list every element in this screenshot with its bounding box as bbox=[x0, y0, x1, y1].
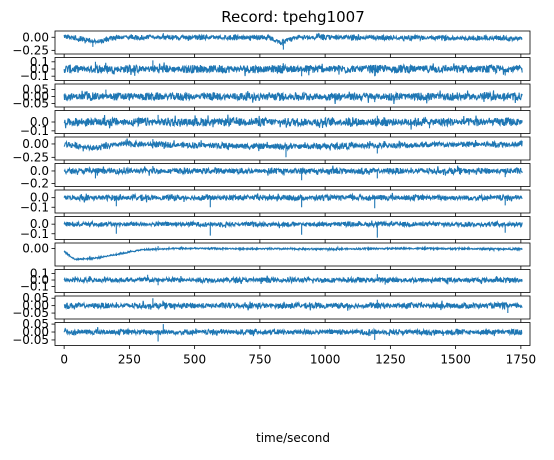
signal-line bbox=[63, 274, 523, 286]
y-tick-label: −0.1 bbox=[20, 280, 49, 294]
panel-frame bbox=[54, 242, 531, 267]
y-tick-label: 0.0 bbox=[30, 164, 49, 178]
signal-line bbox=[63, 165, 523, 181]
y-tick-label: −0.1 bbox=[20, 200, 49, 214]
y-tick-label: 0.05 bbox=[22, 317, 49, 331]
signal-line bbox=[63, 192, 523, 209]
channel-panel: 0.10.0−0.1 bbox=[20, 266, 531, 296]
x-tick-label: 750 bbox=[248, 353, 271, 367]
panel-frame bbox=[54, 322, 531, 346]
y-tick-label: 0.0 bbox=[30, 62, 49, 76]
y-tick-label: 0.0 bbox=[30, 115, 49, 129]
channel-panel: 0.050.00−0.05 bbox=[12, 83, 531, 111]
channel-panel: 0.00−0.25 bbox=[12, 136, 531, 164]
panel-frame bbox=[54, 295, 531, 320]
channel-panel: 0.00−0.25 bbox=[12, 30, 531, 58]
panel-frame bbox=[54, 163, 531, 187]
y-tick-label: 0.0 bbox=[30, 273, 49, 287]
signal-line bbox=[63, 138, 523, 158]
y-tick-label: 0.1 bbox=[30, 266, 49, 280]
signal-line bbox=[63, 114, 523, 130]
x-tick-label: 1750 bbox=[506, 353, 537, 367]
panel-frame bbox=[54, 83, 531, 108]
channel-panel: 0.050.00−0.05 bbox=[12, 291, 531, 323]
panel-frame bbox=[54, 269, 531, 293]
panel-frame bbox=[54, 30, 531, 55]
y-tick-label: −0.25 bbox=[12, 43, 49, 57]
signal-line bbox=[63, 219, 523, 238]
panel-frame bbox=[54, 136, 531, 161]
y-tick-label: −0.1 bbox=[20, 69, 49, 83]
y-tick-label: 0.00 bbox=[22, 137, 49, 151]
channel-panel: 0.0−0.1 bbox=[20, 110, 531, 138]
subplot-stack: 0.00−0.250.10.0−0.10.050.00−0.050.0−0.10… bbox=[12, 30, 531, 349]
channel-panel: 0.0−0.1 bbox=[20, 216, 531, 243]
panel-frame bbox=[54, 189, 531, 214]
signal-line bbox=[63, 298, 523, 314]
x-axis-label: time/second bbox=[256, 431, 330, 445]
signal-line bbox=[63, 60, 523, 77]
y-tick-label: 0.0 bbox=[30, 217, 49, 231]
x-axis: 0 250 500 750 1000 1250 1500 1750 bbox=[60, 353, 536, 367]
channel-panel: 0.00 bbox=[22, 241, 531, 270]
chart-title: Record: tpehg1007 bbox=[221, 8, 364, 26]
panel-frame bbox=[54, 216, 531, 240]
y-tick-label: −0.2 bbox=[20, 176, 49, 190]
x-tick-label: 1500 bbox=[440, 353, 471, 367]
signal-line bbox=[63, 324, 523, 342]
x-tick-label: 1250 bbox=[375, 353, 406, 367]
y-tick-label: −0.25 bbox=[12, 150, 49, 164]
channel-panel: 0.0−0.1 bbox=[20, 189, 531, 217]
x-tick-label: 1000 bbox=[310, 353, 341, 367]
x-tick-label: 250 bbox=[118, 353, 141, 367]
channel-panel: 0.10.0−0.1 bbox=[20, 55, 531, 84]
signal-line bbox=[63, 89, 523, 105]
channel-panel: 0.050.00−0.05 bbox=[12, 317, 531, 349]
y-tick-label: 0.05 bbox=[22, 291, 49, 305]
y-tick-label: −0.05 bbox=[12, 333, 49, 347]
x-tick-label: 500 bbox=[183, 353, 206, 367]
y-tick-label: 0.05 bbox=[22, 83, 49, 97]
y-tick-label: −0.1 bbox=[20, 227, 49, 241]
y-tick-label: −0.05 bbox=[12, 97, 49, 111]
y-tick-label: 0.00 bbox=[22, 325, 49, 339]
signal-line bbox=[63, 245, 523, 262]
y-tick-label: 0.0 bbox=[30, 191, 49, 205]
y-tick-label: 0.00 bbox=[22, 90, 49, 104]
y-tick-label: 0.1 bbox=[30, 55, 49, 69]
y-tick-label: −0.1 bbox=[20, 124, 49, 138]
channel-panel: 0.0−0.2 bbox=[20, 163, 531, 190]
signal-line bbox=[63, 32, 523, 50]
y-tick-label: 0.00 bbox=[22, 241, 49, 255]
x-tick-label: 0 bbox=[60, 353, 68, 367]
y-tick-label: 0.00 bbox=[22, 299, 49, 313]
y-tick-label: 0.00 bbox=[22, 30, 49, 44]
y-tick-label: −0.05 bbox=[12, 306, 49, 320]
